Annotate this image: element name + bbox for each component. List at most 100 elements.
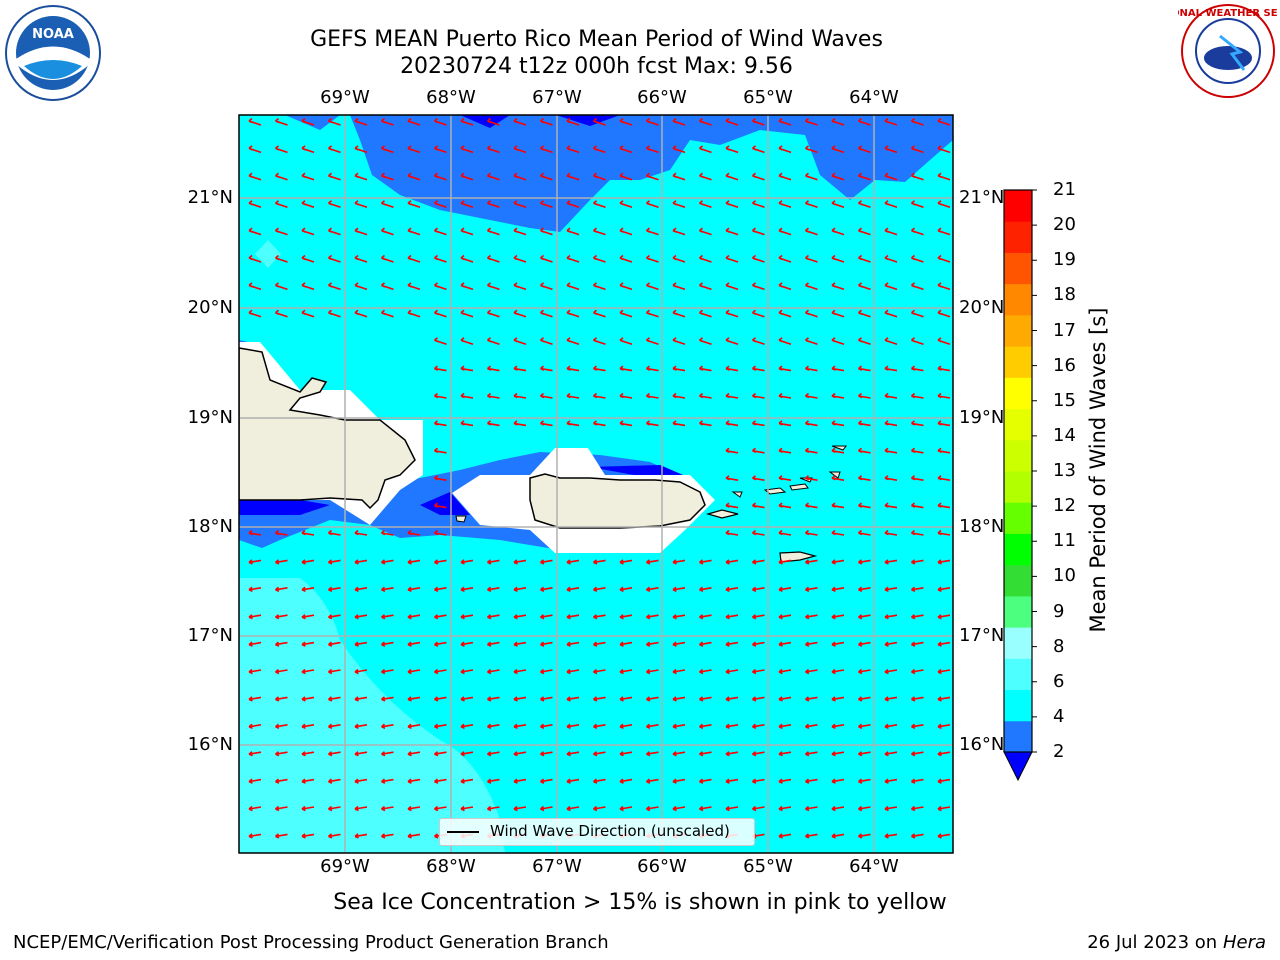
wave-direction-arrow xyxy=(831,420,845,427)
lat-label-left: 19°N xyxy=(187,407,233,428)
wave-direction-arrow xyxy=(380,668,394,675)
wave-direction-arrow xyxy=(460,392,474,399)
wave-direction-arrow xyxy=(804,337,818,345)
wave-direction-arrow xyxy=(407,833,421,839)
wave-direction-arrow xyxy=(778,475,792,481)
wave-direction-arrow xyxy=(804,117,818,126)
wave-direction-arrow xyxy=(725,172,739,181)
wave-direction-arrow xyxy=(804,447,818,454)
wave-direction-arrow xyxy=(619,254,633,263)
nws-logo: NATIONAL WEATHER SERVICE xyxy=(1178,4,1278,98)
wave-direction-arrow xyxy=(778,723,792,730)
wave-direction-arrow xyxy=(513,751,527,757)
lon-label-top: 68°W xyxy=(426,87,476,108)
colorbar-extend-triangle xyxy=(1003,751,1033,782)
wave-direction-arrow xyxy=(274,117,288,126)
wave-direction-arrow xyxy=(698,200,712,208)
wave-direction-arrow xyxy=(486,586,500,593)
wave-direction-arrow xyxy=(301,614,315,620)
wave-direction-arrow xyxy=(513,172,527,181)
wave-direction-arrow xyxy=(566,805,580,812)
wave-direction-arrow xyxy=(645,641,659,647)
wave-direction-arrow xyxy=(698,309,712,318)
wave-direction-arrow xyxy=(592,723,606,730)
wave-direction-arrow xyxy=(539,641,553,647)
wave-direction-arrow xyxy=(407,559,421,565)
wave-direction-arrow xyxy=(460,778,474,784)
wave-direction-arrow xyxy=(513,559,527,565)
wave-direction-arrow xyxy=(248,145,262,154)
wave-direction-arrow xyxy=(433,475,447,481)
wave-direction-arrow xyxy=(486,778,500,784)
wave-direction-arrow xyxy=(725,337,739,345)
wave-direction-arrow xyxy=(327,200,341,208)
wave-direction-arrow xyxy=(354,586,368,593)
wave-direction-arrow xyxy=(910,227,924,236)
wave-direction-arrow xyxy=(751,502,765,509)
wave-direction-arrow xyxy=(460,337,474,345)
wave-direction-arrow xyxy=(831,282,845,291)
wave-direction-arrow xyxy=(751,559,765,565)
wave-direction-arrow xyxy=(486,309,500,318)
wave-direction-arrow xyxy=(354,200,368,208)
wave-direction-arrow xyxy=(619,337,633,345)
wave-direction-arrow xyxy=(857,282,871,291)
wave-direction-arrow xyxy=(539,172,553,181)
wave-direction-arrow xyxy=(592,145,606,154)
wave-direction-arrow xyxy=(513,365,527,372)
wave-direction-arrow xyxy=(884,227,898,236)
wave-direction-arrow xyxy=(778,751,792,757)
wave-direction-arrow xyxy=(486,641,500,647)
wave-direction-arrow xyxy=(778,200,792,208)
wave-direction-arrow xyxy=(910,200,924,208)
wave-direction-arrow xyxy=(433,145,447,154)
wave-direction-arrow xyxy=(619,805,633,812)
wave-direction-arrow xyxy=(910,172,924,181)
wave-direction-arrow xyxy=(857,723,871,730)
wave-direction-arrow xyxy=(698,227,712,236)
wave-direction-arrow xyxy=(486,254,500,263)
wave-direction-arrow xyxy=(751,447,765,454)
wave-direction-arrow xyxy=(804,529,818,536)
wave-direction-arrow xyxy=(433,365,447,372)
wave-direction-arrow xyxy=(857,833,871,839)
colorbar-tick-label: 6 xyxy=(1053,670,1065,692)
wave-direction-arrow xyxy=(831,337,845,345)
wave-direction-arrow xyxy=(248,529,262,536)
wave-direction-arrow xyxy=(857,805,871,812)
wind-wave-direction-arrows xyxy=(248,117,951,839)
wave-direction-arrow xyxy=(566,282,580,291)
wave-direction-arrow xyxy=(725,282,739,291)
wave-direction-arrow xyxy=(778,614,792,620)
wave-direction-arrow xyxy=(725,614,739,620)
wave-direction-arrow xyxy=(592,778,606,784)
wave-direction-arrow xyxy=(513,778,527,784)
contour-6-8-southwest xyxy=(239,578,505,853)
wave-direction-arrow xyxy=(778,447,792,454)
wave-direction-arrow xyxy=(751,529,765,536)
legend-line-swatch xyxy=(447,831,479,833)
wave-direction-arrow xyxy=(857,365,871,372)
wave-direction-arrow xyxy=(486,172,500,181)
wave-direction-arrow xyxy=(672,172,686,181)
wave-direction-arrow xyxy=(910,337,924,345)
wave-direction-arrow xyxy=(486,337,500,345)
wave-direction-arrow xyxy=(460,365,474,372)
wave-direction-arrow xyxy=(274,529,288,536)
wave-direction-arrow xyxy=(725,145,739,154)
wave-direction-arrow xyxy=(698,117,712,126)
wave-direction-arrow xyxy=(274,805,288,812)
wave-direction-arrow xyxy=(698,668,712,675)
wave-direction-arrow xyxy=(513,614,527,620)
wave-direction-arrow xyxy=(433,254,447,263)
wave-direction-arrow xyxy=(831,309,845,318)
wave-direction-arrow xyxy=(937,337,951,345)
wave-direction-arrow xyxy=(619,200,633,208)
wave-direction-arrow xyxy=(857,200,871,208)
colorbar-tick-label: 10 xyxy=(1053,565,1076,587)
wave-direction-arrow xyxy=(857,420,871,427)
wave-direction-arrow xyxy=(751,751,765,757)
colorbar-tick-label: 16 xyxy=(1053,354,1076,376)
wave-direction-arrow xyxy=(566,117,580,126)
wave-direction-arrow xyxy=(910,502,924,509)
